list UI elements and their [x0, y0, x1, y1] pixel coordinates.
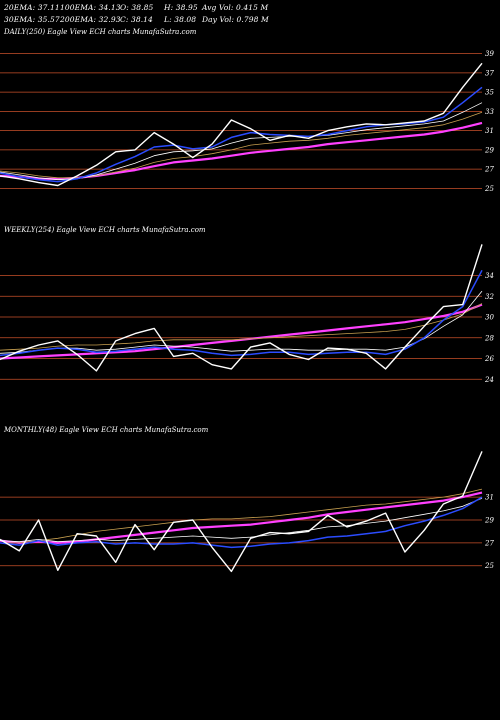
ytick-weekly-5: 34: [485, 272, 494, 280]
stat-open: O: 38.85: [120, 3, 154, 12]
ytick-weekly-0: 24: [484, 376, 494, 384]
ytick-monthly-3: 31: [485, 494, 494, 502]
stat-100ema: 100EMA: 34.13: [60, 3, 121, 12]
stat-low: L: 38.08: [164, 15, 197, 24]
ytick-daily-7: 39: [485, 50, 494, 58]
price-line-monthly: [0, 451, 483, 573]
ema-mid-line-monthly: [0, 497, 483, 543]
stat-close: C: 38.14: [120, 15, 153, 24]
panel-title-weekly: WEEKLY(254) Eagle View ECH charts Munafa…: [4, 226, 206, 234]
ytick-daily-3: 31: [485, 127, 494, 135]
stat-high: H: 38.95: [164, 3, 198, 12]
panel-daily: DAILY(250) Eagle View ECH charts MunafaS…: [0, 28, 494, 193]
panel-title-monthly: MONTHLY(48) Eagle View ECH charts Munafa…: [3, 426, 209, 434]
ytick-weekly-2: 28: [484, 334, 494, 342]
panel-monthly: MONTHLY(48) Eagle View ECH charts Munafa…: [0, 426, 494, 573]
stat-avg-vol: Avg Vol: 0.415 M: [202, 3, 269, 12]
ytick-daily-1: 27: [484, 166, 494, 174]
ema-long-line-monthly: [0, 491, 483, 545]
stat-20ema: 20EMA: 37.11: [4, 3, 60, 12]
ytick-daily-2: 29: [484, 146, 494, 154]
stat-30ema: 30EMA: 35.57: [4, 15, 60, 24]
ema-slow-line-weekly: [0, 303, 483, 351]
ytick-daily-5: 35: [485, 89, 494, 97]
ytick-weekly-1: 26: [484, 355, 494, 363]
stat-day-vol: Day Vol: 0.798 M: [202, 15, 269, 24]
ytick-weekly-3: 30: [485, 314, 494, 322]
stat-200ema: 200EMA: 32.93: [60, 15, 121, 24]
price-line-daily: [0, 62, 483, 187]
ema-long-line-weekly: [0, 303, 483, 360]
ema-long-line-daily: [0, 121, 483, 180]
ytick-daily-4: 33: [485, 108, 494, 116]
ytick-daily-6: 37: [485, 69, 494, 77]
ema-fast-line-daily: [0, 86, 483, 183]
ytick-weekly-4: 32: [485, 293, 494, 301]
panel-weekly: WEEKLY(254) Eagle View ECH charts Munafa…: [0, 226, 494, 384]
price-line-weekly: [0, 244, 483, 372]
ema-mid-line-daily: [0, 102, 483, 181]
ytick-monthly-0: 25: [484, 562, 494, 570]
ema-fast-line-monthly: [0, 496, 483, 549]
ema-mid-line-weekly: [0, 290, 483, 354]
ytick-monthly-2: 29: [484, 517, 494, 525]
panel-title-daily: DAILY(250) Eagle View ECH charts MunafaS…: [3, 28, 197, 36]
ytick-monthly-1: 27: [484, 539, 494, 547]
ytick-daily-0: 25: [484, 185, 494, 193]
